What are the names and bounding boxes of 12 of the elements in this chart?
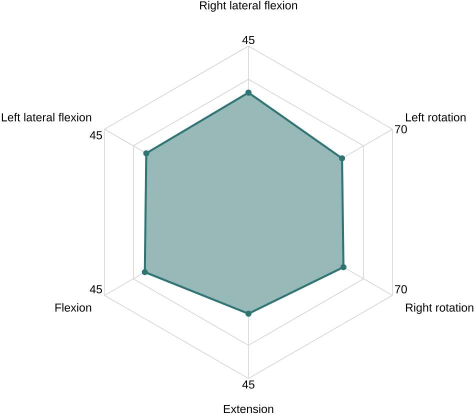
text: 45 [242, 380, 254, 389]
spoke-label: Right rotation [406, 303, 474, 314]
spoke-label: Extension [224, 404, 274, 414]
spoke-label: Left rotation [406, 112, 466, 122]
spoke-label: Flexion [55, 303, 92, 312]
text: 70 [395, 285, 407, 294]
text: 45 [90, 285, 102, 294]
text: 70 [395, 125, 407, 134]
text: 45 [242, 36, 254, 44]
spoke-label: Right lateral flexion [200, 0, 298, 12]
text: 45 [90, 131, 102, 140]
spoke-label: Left lateral flexion [2, 112, 92, 122]
